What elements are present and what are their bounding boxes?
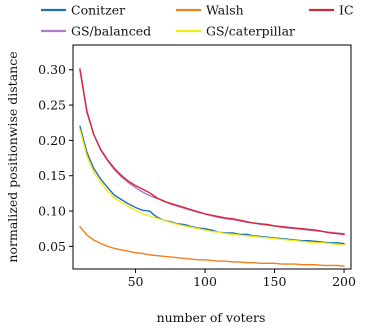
y-tick-label: 0.05 [38,239,66,254]
x-tick-label: 200 [332,274,356,289]
y-axis-label: normalized positionwise distance [5,51,20,262]
x-tick-label: 50 [128,274,144,289]
y-tick-label: 0.10 [38,204,66,219]
x-axis-label: number of voters [157,310,266,325]
series-line-gs-balanced [79,67,345,235]
legend-label-gs-caterpillar: GS/caterpillar [206,24,295,39]
series-line-conitzer [79,125,345,245]
x-tick-label: 100 [193,274,217,289]
x-tick-label: 150 [263,274,287,289]
legend-label-ic: IC [339,3,354,18]
series [79,67,345,267]
legend-label-conitzer: Conitzer [71,3,125,18]
legend-label-gs-balanced: GS/balanced [71,24,151,39]
series-line-ic [79,69,345,236]
axes [72,44,352,270]
y-tick-label: 0.30 [38,62,66,77]
y-tick-label: 0.25 [38,98,66,113]
plot-frame [72,44,352,270]
legend: Conitzer Walsh IC GS/balanced GS/caterpillar [41,3,354,39]
series-line-walsh [79,225,345,267]
series-line-gs-caterpillar [79,129,345,246]
y-tick-label: 0.20 [38,133,66,148]
legend-label-walsh: Walsh [206,3,244,18]
ticks: 50 100 150 200 0.05 0.10 0.15 0.20 0.25 0.30 [38,62,356,289]
y-tick-label: 0.15 [38,168,66,183]
